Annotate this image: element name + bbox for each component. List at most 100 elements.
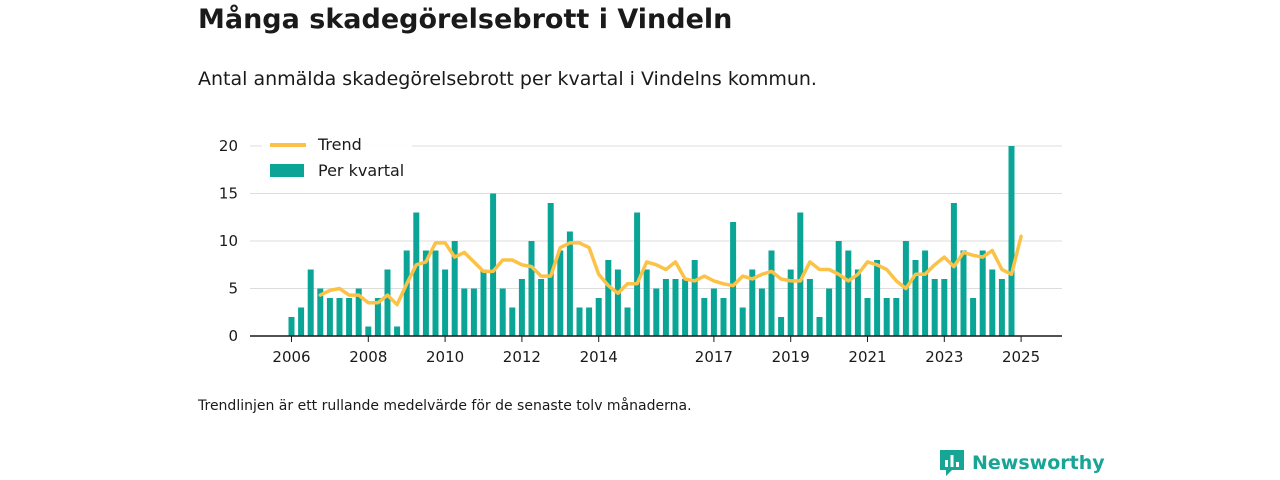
bar [787,269,794,336]
bar [346,298,353,336]
bar [931,279,938,336]
bar [653,288,660,336]
bar [710,288,717,336]
bar [826,288,833,336]
bar [595,298,602,336]
bar [922,250,929,336]
bar [432,250,439,336]
bar [365,326,372,336]
bar [557,250,564,336]
legend-label-trend: Trend [317,135,362,154]
bar [480,269,487,336]
bar [576,307,583,336]
bar [730,222,737,336]
bar [470,288,477,336]
bar [816,317,823,336]
legend-label-per-kvartal: Per kvartal [318,161,404,180]
bar [374,298,381,336]
bar [490,193,497,336]
chart-subtitle: Antal anmälda skadegörelsebrott per kvar… [198,68,817,90]
bar [874,260,881,336]
x-tick-label: 2025 [1002,348,1040,366]
x-tick-label: 2008 [349,348,387,366]
bar [989,269,996,336]
chart-title: Många skadegörelsebrott i Vindeln [198,4,733,35]
bar [547,203,554,336]
bar [355,288,362,336]
legend: Trend Per kvartal [262,135,412,184]
bar [864,298,871,336]
bar [691,260,698,336]
bar [634,212,641,336]
x-tick-label: 2019 [772,348,810,366]
x-tick-label: 2012 [503,348,541,366]
x-tick-label: 2017 [695,348,733,366]
bar [451,241,458,336]
bar [403,250,410,336]
y-tick-label: 10 [219,232,238,250]
bar [307,269,314,336]
bar [854,269,861,336]
y-tick-label: 0 [228,327,238,345]
legend-bar-swatch [270,164,304,177]
bar [614,269,621,336]
bar [326,298,333,336]
bar [883,298,890,336]
bar [672,279,679,336]
trend-line [318,234,1023,307]
y-tick-label: 20 [219,137,238,155]
bar [643,269,650,336]
bar [845,250,852,336]
newsworthy-logo-icon [940,450,964,476]
trend-series [318,234,1023,307]
x-tick-label: 2014 [580,348,618,366]
footnote: Trendlinjen är ett rullande medelvärde f… [198,398,692,414]
bar [605,260,612,336]
x-tick-label: 2021 [848,348,886,366]
bar [518,279,525,336]
bar [912,260,919,336]
bar [797,212,804,336]
bar [499,288,506,336]
bar [461,288,468,336]
x-tick-label: 2023 [925,348,963,366]
bar [941,279,948,336]
chart: 0 5 10 15 20 2006 2008 2010 2012 2014 2017 2019 2021… [219,135,1062,366]
bar [893,298,900,336]
bar [682,279,689,336]
x-tick-label: 2010 [426,348,464,366]
bar [749,269,756,336]
bar [1008,146,1015,336]
bar [835,241,842,336]
bar [768,250,775,336]
bar [739,307,746,336]
bar [394,326,401,336]
bar [998,279,1005,336]
bar [298,307,305,336]
bar [979,250,986,336]
bar [960,250,967,336]
bar [384,269,391,336]
bar [586,307,593,336]
brand-name: Newsworthy [972,452,1105,474]
bar [758,288,765,336]
bar [720,298,727,336]
axes: 0 5 10 15 20 2006 2008 2010 2012 2014 2017 2019 2021… [219,137,1062,366]
bar [422,250,429,336]
bar [950,203,957,336]
bar [413,212,420,336]
bar [701,298,708,336]
bar [317,288,324,336]
bar [538,279,545,336]
bar [509,307,516,336]
y-tick-label: 5 [228,280,238,298]
y-tick-label: 15 [219,185,238,203]
bar [288,317,295,336]
bar [806,279,813,336]
bar [336,298,343,336]
x-tick-label: 2006 [272,348,310,366]
bar [970,298,977,336]
bar [528,241,535,336]
bar [442,269,449,336]
bar [662,279,669,336]
